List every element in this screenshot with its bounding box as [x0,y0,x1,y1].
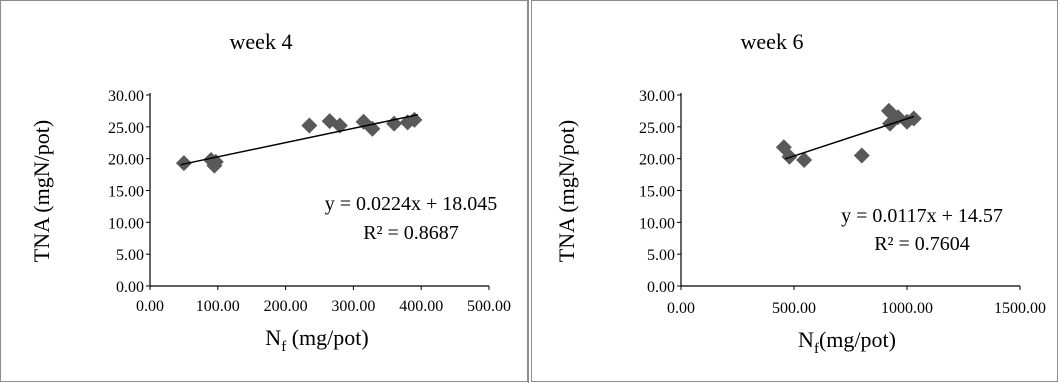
scatter-chart-week-4: week 4 0.00 5.00 10.00 15.00 20.00 25.00 30.00 0… [29,29,511,355]
trendline [784,115,915,160]
x-axis-title: Nf(mg/pot) [798,327,896,357]
x-axis-title-subscript: f [814,341,819,357]
panel-divider [528,0,531,383]
data-point [355,113,372,130]
x-tick-label: 1000.00 [881,300,933,317]
x-axis-title-main: N [798,327,814,352]
chart-panel-week-6: week 6 0.00 5.00 10.00 15.00 20.00 25.00 30.00 0… [531,0,1058,382]
y-tick-label: 5.00 [116,247,144,264]
data-point [301,117,318,134]
data-point [905,110,922,127]
y-tick-label: 10.00 [108,215,144,232]
y-tick-label: 20.00 [108,152,144,169]
data-point [853,147,870,164]
r-squared-label: R² = 0.8687 [363,222,459,244]
x-tick-label: 1500.00 [994,300,1046,317]
x-tick-label: 300.00 [331,298,375,315]
x-tick-label: 0.00 [136,298,164,315]
x-tick-label: 500.00 [467,298,511,315]
y-tick-label: 15.00 [639,184,675,201]
y-axis-title: TNA (mgN/pot) [29,120,54,262]
y-tick-label: 30.00 [108,88,144,105]
x-axis-title-main: N [265,325,281,350]
x-axis-title-unit: (mg/pot) [286,325,369,350]
data-point [796,151,813,168]
scatter-chart-week-6: week 6 0.00 5.00 10.00 15.00 20.00 25.00 30.00 0… [554,29,1046,357]
x-axis-title-subscript: f [281,339,286,355]
x-tick-label: 400.00 [399,298,443,315]
x-tick-label: 0.00 [667,300,695,317]
y-tick-label: 30.00 [639,88,675,105]
data-point [331,117,348,134]
chart-title: week 6 [741,29,804,54]
x-tick-label: 100.00 [196,298,240,315]
x-tick-label: 500.00 [772,300,816,317]
data-point [880,102,897,119]
chart-panel-week-4: week 4 0.00 5.00 10.00 15.00 20.00 25.00 30.00 0… [0,0,528,382]
data-point [175,155,192,172]
x-tick-label: 200.00 [264,298,308,315]
r-squared-label: R² = 0.7604 [874,233,970,255]
y-tick-label: 20.00 [639,152,675,169]
y-tick-label: 25.00 [108,120,144,137]
y-tick-label: 0.00 [116,279,144,296]
y-axis-title: TNA (mgN/pot) [554,120,579,262]
trendline-equation: y = 0.0224x + 18.045 [325,193,498,215]
trendline [180,114,418,166]
x-axis-title-unit: (mg/pot) [819,327,896,352]
y-tick-label: 25.00 [639,120,675,137]
y-tick-label: 15.00 [108,184,144,201]
y-tick-label: 5.00 [647,247,675,264]
chart-title: week 4 [230,29,293,54]
y-tick-label: 0.00 [647,279,675,296]
trendline-equation: y = 0.0117x + 14.57 [841,205,1003,227]
x-axis-title: Nf (mg/pot) [265,325,368,355]
y-tick-label: 10.00 [639,215,675,232]
